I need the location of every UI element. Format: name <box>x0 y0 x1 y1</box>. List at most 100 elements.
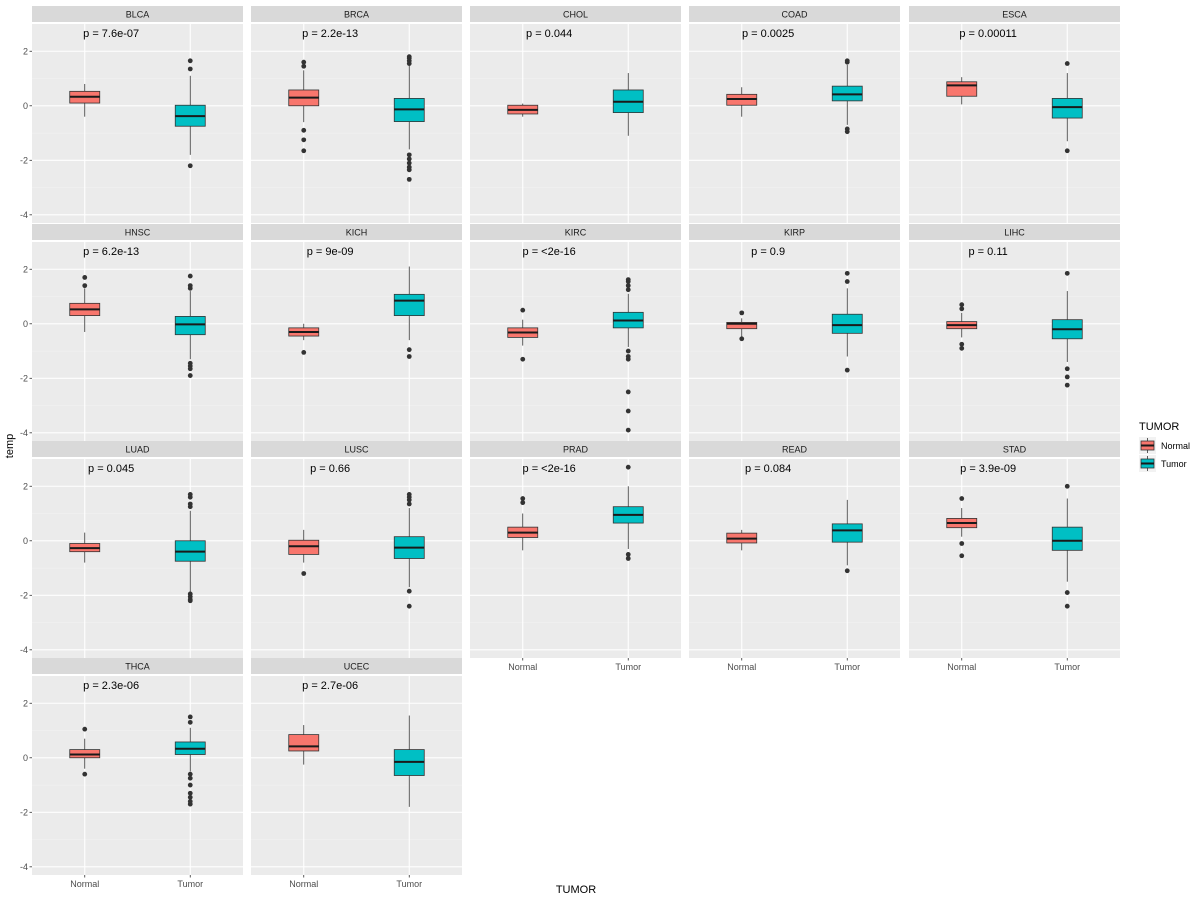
facet-strip-label: BRCA <box>344 10 369 20</box>
outlier-point <box>959 541 965 546</box>
outlier-point <box>301 63 307 69</box>
outlier-point <box>844 367 850 373</box>
box-iqr <box>831 523 863 543</box>
outlier-point <box>187 719 193 725</box>
panel-background <box>689 24 900 223</box>
outlier-point <box>1064 270 1070 276</box>
panel-background <box>909 459 1120 658</box>
facet-strip <box>689 441 900 457</box>
outlier-point <box>301 571 307 576</box>
facet-strip <box>689 224 900 240</box>
x-tick-label: Tumor <box>177 879 203 889</box>
outlier-point <box>625 287 631 293</box>
panel-background <box>470 24 681 223</box>
panel-background <box>689 459 900 658</box>
facet-strip-label: CHOL <box>563 10 588 20</box>
box-normal <box>946 77 978 105</box>
outlier-point <box>1064 366 1070 372</box>
box-tumor <box>393 492 425 609</box>
facet-strip <box>689 6 900 22</box>
p-value-label: p = 2.3e-06 <box>83 680 139 692</box>
p-value-label: p = 9e-09 <box>307 246 354 258</box>
facet-strip <box>32 658 243 674</box>
facet-panel-luad: LUAD -4 -2 0 2 p = 0.045 <box>20 441 243 658</box>
y-tick-label: 0 <box>23 101 28 111</box>
outlier-point <box>301 137 307 143</box>
facet-panel-kirc: KIRC p = <2e-16 <box>470 224 681 441</box>
panel-background <box>470 459 681 658</box>
facet-strip <box>470 224 681 240</box>
outlier-point <box>406 347 412 353</box>
facet-panel-chol: CHOL p = 0.044 <box>470 6 681 223</box>
outlier-point <box>406 54 412 60</box>
x-tick-label: Normal <box>508 662 537 672</box>
facet-strip-label: UCEC <box>344 662 370 672</box>
outlier-point <box>187 501 193 507</box>
facet-strip <box>470 441 681 457</box>
x-tick-label: Normal <box>727 662 756 672</box>
p-value-label: p = 0.66 <box>310 463 350 475</box>
outlier-point <box>625 277 631 283</box>
box-tumor <box>1051 61 1083 154</box>
outlier-point <box>1064 61 1070 66</box>
box-normal <box>946 496 978 559</box>
box-tumor <box>1051 483 1083 609</box>
outlier-point <box>187 794 193 800</box>
outlier-point <box>844 270 850 276</box>
facet-strip-label: STAD <box>1003 445 1027 455</box>
facet-panel-lihc: LIHC p = 0.11 <box>909 224 1120 441</box>
facet-strip <box>251 658 462 674</box>
outlier-point <box>187 273 193 279</box>
outlier-point <box>187 58 193 64</box>
outlier-point <box>187 771 193 777</box>
box-normal <box>69 726 101 777</box>
box-tumor <box>831 499 863 574</box>
box-tumor <box>174 58 206 169</box>
x-tick-label: Normal <box>947 662 976 672</box>
facet-panel-read: READ p = 0.084 Normal Tumor <box>689 441 900 672</box>
outlier-point <box>959 345 965 351</box>
outlier-point <box>406 152 412 158</box>
y-tick-label: 2 <box>23 264 28 274</box>
outlier-point <box>187 775 193 781</box>
p-value-label: p = <2e-16 <box>523 246 576 258</box>
outlier-point <box>82 275 88 280</box>
facet-panel-ucec: UCEC p = 2.7e-06 Normal Tumor <box>251 658 462 889</box>
box-iqr <box>393 293 425 317</box>
y-tick-label: -4 <box>20 645 28 655</box>
outlier-point <box>82 771 88 777</box>
outlier-point <box>1064 603 1070 609</box>
x-tick-label: Tumor <box>396 879 422 889</box>
legend-title: TUMOR <box>1139 421 1179 433</box>
outlier-point <box>406 167 412 173</box>
outlier-point <box>520 356 526 362</box>
facet-strip <box>32 6 243 22</box>
panel-background <box>32 242 243 441</box>
panel-background <box>32 676 243 875</box>
outlier-point <box>406 501 412 507</box>
box-normal <box>507 307 539 362</box>
box-tumor <box>393 54 425 182</box>
y-tick-label: -2 <box>20 590 28 600</box>
box-tumor <box>174 273 206 378</box>
outlier-point <box>959 302 965 308</box>
box-normal <box>288 725 320 765</box>
outlier-point <box>625 408 631 414</box>
facet-strip-label: ESCA <box>1002 10 1027 20</box>
box-normal <box>507 103 539 117</box>
outlier-point <box>187 163 193 169</box>
outlier-point <box>406 160 412 166</box>
outlier-point <box>1064 382 1070 388</box>
y-tick-label: -2 <box>20 373 28 383</box>
facet-strip <box>251 441 462 457</box>
p-value-label: p = 3.9e-09 <box>960 463 1016 475</box>
p-value-label: p = 6.2e-13 <box>83 246 139 258</box>
p-value-label: p = 0.0025 <box>742 28 794 40</box>
y-tick-label: -2 <box>20 155 28 165</box>
facet-panel-stad: STAD p = 3.9e-09 Normal Tumor <box>909 441 1120 672</box>
outlier-point <box>301 127 307 133</box>
box-tumor <box>831 270 863 373</box>
p-value-label: p = 7.6e-07 <box>83 28 139 40</box>
outlier-point <box>406 603 412 609</box>
